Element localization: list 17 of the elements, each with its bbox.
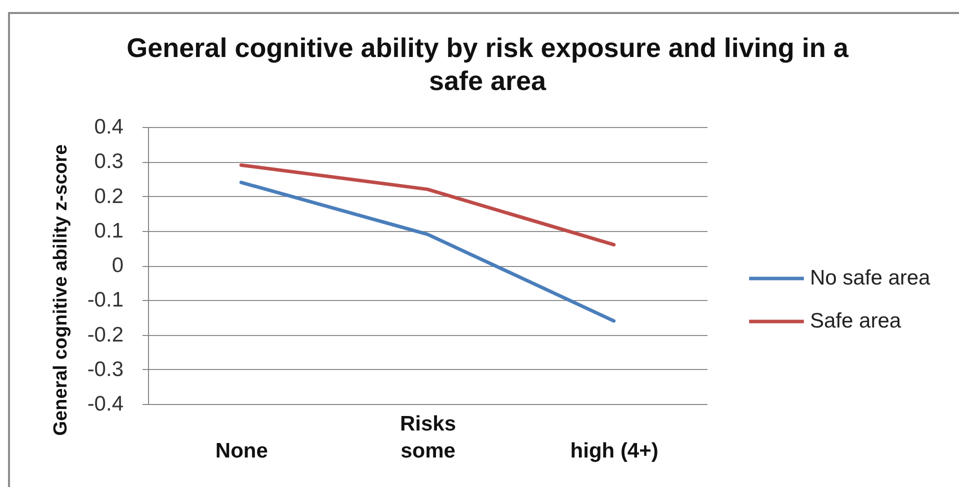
y-tick-label: 0 <box>112 254 124 277</box>
y-tick-label: -0.4 <box>87 392 124 416</box>
y-tick-label: 0.4 <box>94 116 124 138</box>
legend-label: Safe area <box>810 310 902 332</box>
x-axis-title: Risks <box>400 412 456 436</box>
y-tick-label: -0.2 <box>87 323 124 346</box>
x-tick-label: None <box>215 440 268 462</box>
y-axis-title: General cognitive ability z-score <box>50 144 72 436</box>
y-tick-label: 0.3 <box>94 150 124 174</box>
chart-title: General cognitive ability by risk exposure and living in a safe area <box>126 33 850 96</box>
y-tick-label: 0.2 <box>94 184 124 208</box>
y-tick-label: -0.1 <box>87 288 124 312</box>
x-tick-label: some <box>400 440 456 462</box>
legend-label: No safe area <box>810 266 931 290</box>
x-tick-label: high (4+) <box>570 440 658 462</box>
y-tick-label: 0.1 <box>94 219 124 242</box>
y-tick-label: -0.3 <box>87 358 124 381</box>
